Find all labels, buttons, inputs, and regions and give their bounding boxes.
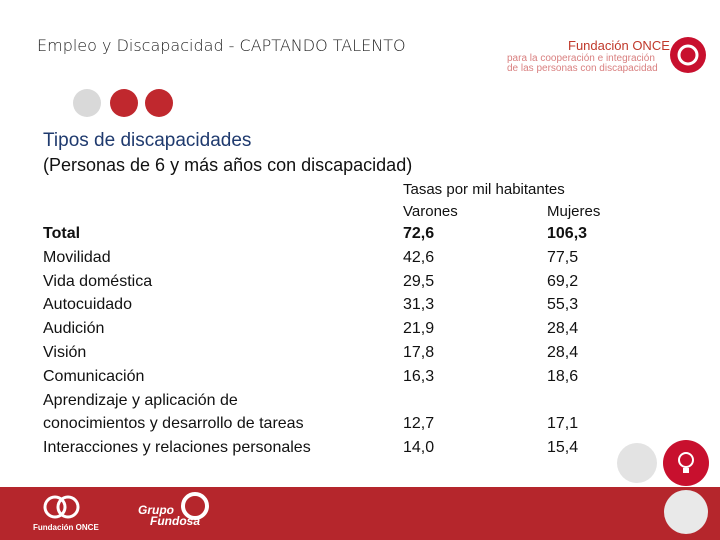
footer-logo-icon — [181, 492, 209, 520]
row-label: Total — [43, 225, 81, 242]
column-header: Mujeres — [547, 203, 601, 220]
header-title: Empleo y Discapacidad - CAPTANDO TALENTO — [37, 36, 406, 55]
row-label: Aprendizaje y aplicación de — [43, 391, 238, 409]
dot — [617, 443, 657, 483]
footer-logo-icon — [56, 495, 80, 519]
cell-value: 18,6 — [547, 367, 579, 385]
logo-line: para la cooperación e integración — [507, 53, 655, 64]
row-label: Vida doméstica — [43, 272, 153, 290]
bulb-icon — [683, 468, 689, 473]
bulb-icon — [678, 452, 694, 468]
footer-logo: Grupo — [138, 503, 174, 517]
logo-line: de las personas con discapacidad — [507, 63, 658, 74]
section-title: Tipos de discapacidades — [43, 130, 252, 151]
row-label: Interacciones y relaciones personales — [43, 439, 311, 457]
dot — [73, 89, 101, 117]
table-caption: Tasas por mil habitantes — [403, 181, 565, 198]
cell-value: 15,4 — [547, 439, 579, 457]
footer-logo: Fundación ONCE — [33, 523, 99, 532]
dot — [663, 440, 709, 486]
cell-value: 21,9 — [403, 320, 435, 338]
row-label: Audición — [43, 320, 105, 338]
cell-value: 42,6 — [403, 248, 435, 266]
dot — [110, 89, 138, 117]
cell-value: 14,0 — [403, 439, 435, 457]
cell-value: 17,8 — [403, 344, 435, 361]
row-label: Visión — [43, 344, 87, 361]
cell-value: 69,2 — [547, 272, 579, 290]
row-label: Movilidad — [43, 248, 111, 266]
footer-band — [0, 487, 720, 540]
dot — [145, 89, 173, 117]
cell-value: 12,7 — [403, 415, 435, 433]
cell-value: 31,3 — [403, 296, 435, 314]
cell-value: 72,6 — [403, 225, 435, 242]
logo-ring — [677, 44, 699, 66]
row-label: Comunicación — [43, 367, 145, 385]
section-subtitle: (Personas de 6 y más años con discapacid… — [43, 155, 413, 175]
column-header: Varones — [403, 203, 458, 220]
logo-name: Fundación ONCE — [568, 38, 670, 53]
cell-value: 17,1 — [547, 415, 579, 433]
row-label: conocimientos y desarrollo de tareas — [43, 415, 304, 433]
cell-value: 77,5 — [547, 248, 579, 266]
cell-value: 29,5 — [403, 272, 435, 290]
cell-value: 16,3 — [403, 367, 435, 385]
cell-value: 28,4 — [547, 344, 579, 361]
cell-value: 28,4 — [547, 320, 579, 338]
logo-circle — [670, 37, 706, 73]
row-label: Autocuidado — [43, 296, 132, 314]
dot — [664, 490, 708, 534]
footer-logo-icon — [43, 495, 67, 519]
cell-value: 55,3 — [547, 296, 579, 314]
cell-value: 106,3 — [547, 225, 588, 242]
footer-logo: Fundosa — [150, 514, 200, 528]
